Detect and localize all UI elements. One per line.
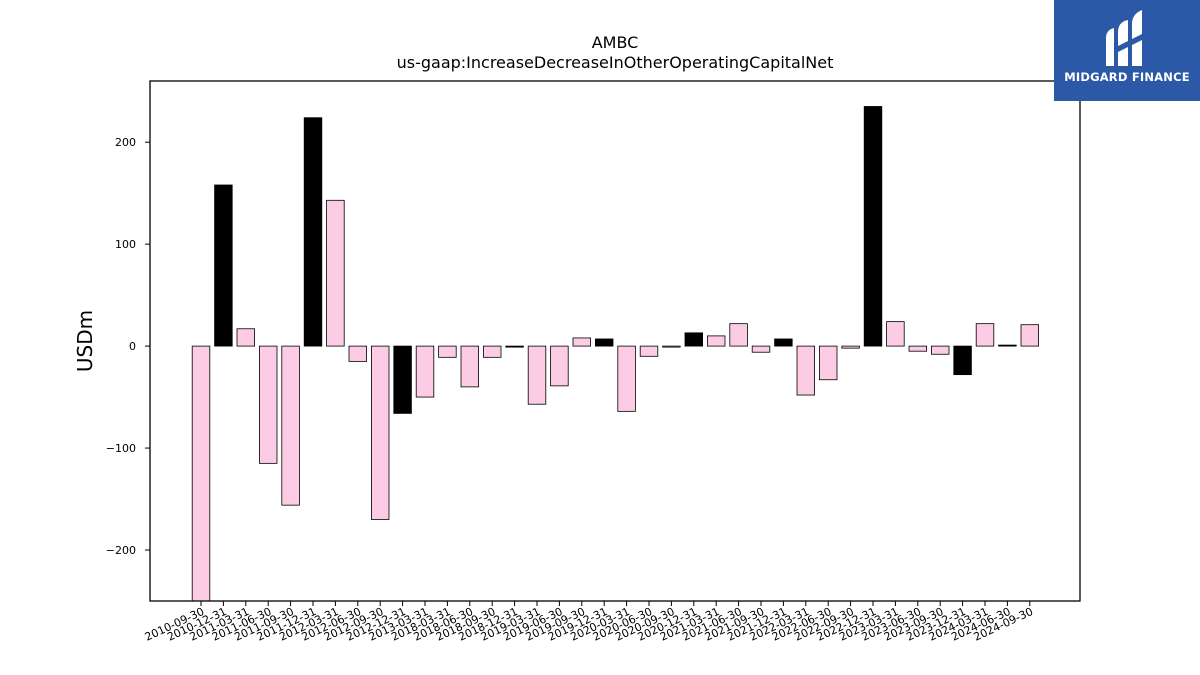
- y-tick-label: 200: [115, 136, 136, 149]
- bar: [281, 345, 300, 506]
- y-tick-label: 0: [129, 340, 136, 353]
- bar: [886, 321, 905, 347]
- bar: [326, 199, 345, 347]
- y-tick-label: 100: [115, 238, 136, 251]
- bars-group: [191, 106, 1040, 602]
- bar: [550, 345, 569, 387]
- bar: [505, 345, 524, 348]
- bar: [370, 345, 390, 520]
- bar: [863, 106, 883, 347]
- logo-text: MIDGARD FINANCE: [1064, 70, 1190, 84]
- bar: [303, 117, 323, 347]
- bar: [751, 345, 771, 353]
- bar: [908, 345, 928, 352]
- bar: [639, 345, 659, 357]
- x-axis: 2010-09-302010-12-312011-03-312011-06-30…: [143, 601, 1035, 644]
- bar: [617, 345, 636, 412]
- bar: [415, 345, 435, 398]
- bar: [1020, 324, 1040, 347]
- bar: [191, 345, 211, 602]
- bar: [684, 332, 704, 347]
- bar: [998, 344, 1017, 347]
- bar: [975, 323, 995, 347]
- bar: [707, 335, 726, 347]
- bar: [393, 345, 412, 414]
- bar: [348, 345, 368, 362]
- y-tick-label: −200: [106, 544, 136, 557]
- chart-title: AMBC: [592, 33, 639, 52]
- bar: [662, 345, 681, 348]
- bar: [214, 184, 233, 347]
- chart-subtitle: us-gaap:IncreaseDecreaseInOtherOperating…: [397, 53, 834, 72]
- bar: [438, 345, 457, 358]
- bar: [527, 345, 547, 405]
- y-axis: −200 −100 0 100 200: [106, 136, 150, 557]
- bar: [953, 345, 972, 376]
- midgard-logo-icon: [1106, 10, 1142, 66]
- plot-frame: [149, 80, 1081, 602]
- bar: [572, 337, 592, 347]
- bar: [931, 345, 950, 355]
- logo: MIDGARD FINANCE: [1054, 0, 1200, 101]
- bar: [258, 345, 278, 464]
- y-tick-label: −100: [106, 442, 136, 455]
- bar: [729, 323, 748, 347]
- bar: [819, 345, 838, 381]
- bar: [460, 345, 480, 388]
- bar: [236, 328, 256, 347]
- bar: [774, 338, 793, 347]
- bar: [595, 338, 614, 347]
- bar: [482, 345, 502, 358]
- bar: [841, 345, 860, 349]
- y-axis-label: USDm: [73, 310, 97, 372]
- bar: [796, 345, 816, 396]
